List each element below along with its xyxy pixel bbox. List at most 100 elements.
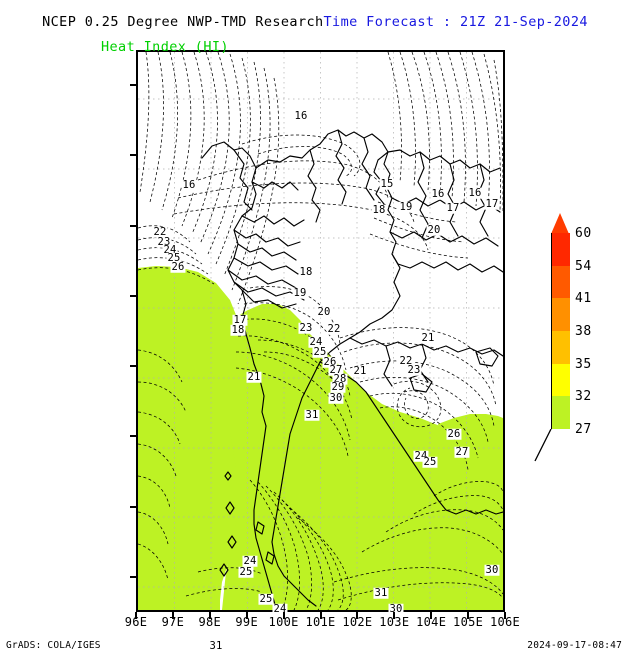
contour-label: 18 (230, 323, 246, 336)
map-vector-layer (138, 52, 503, 610)
contour-label: 17 (232, 313, 248, 326)
contour-label: 21 (246, 370, 262, 383)
contour-label: 27 (454, 445, 470, 458)
contour-label: 22 (398, 354, 414, 367)
colorbar-segment (551, 363, 570, 397)
contour-label: 17 (484, 197, 500, 210)
contour-label: 30 (328, 391, 344, 404)
map-gridlines (138, 52, 503, 610)
contour-label: 16 (293, 109, 309, 122)
contour-label: 31 (304, 408, 320, 421)
x-axis-tick (245, 612, 248, 619)
x-axis-label: 100E (268, 615, 299, 629)
contour-label: 31 (208, 639, 224, 652)
chart-subtitle: Heat Index (HI) (101, 39, 229, 55)
colorbar-arrow-bottom (534, 429, 552, 462)
title-forecast-time: Time Forecast : 21Z 21-Sep-2024 (323, 14, 588, 30)
contour-label: 20 (316, 305, 332, 318)
y-axis-tick (130, 294, 138, 297)
colorbar-segment (551, 265, 570, 299)
contour-label: 25 (422, 455, 438, 468)
contour-label: 26 (170, 260, 186, 273)
x-axis-tick (430, 612, 433, 619)
colorbar-arrow-top (551, 213, 569, 234)
x-axis-tick (504, 612, 506, 619)
map-plot-area[interactable] (136, 50, 505, 612)
title-model: NCEP 0.25 Degree NWP-TMD Research (42, 14, 324, 30)
contour-label: 15 (379, 177, 395, 190)
contour-label: 27 (328, 363, 344, 376)
x-axis-label: 101E (305, 615, 336, 629)
contour-label: 21 (352, 364, 368, 377)
x-axis-label: 104E (416, 615, 447, 629)
contour-label: 25 (238, 565, 254, 578)
contour-label: 23 (156, 235, 172, 248)
footer-timestamp: 2024-09-17-08:47 (527, 640, 622, 651)
x-axis-label: 106E (489, 615, 521, 629)
contour-label: 21 (420, 331, 436, 344)
contour-label: 29 (330, 380, 346, 393)
contour-label: 24 (272, 602, 288, 615)
contour-label: 19 (398, 200, 414, 213)
x-axis-label: 102E (342, 615, 373, 629)
colorbar-tick-label: 41 (575, 291, 592, 307)
x-axis-tick (393, 612, 396, 619)
footer-source: GrADS: COLA/IGES (6, 640, 101, 651)
colorbar-tick-label: 32 (575, 389, 592, 405)
y-axis-tick (130, 224, 138, 227)
x-axis-tick (282, 612, 285, 619)
y-axis-tick (130, 84, 138, 87)
contour-label: 20 (426, 223, 442, 236)
contour-label: 16 (181, 178, 197, 191)
y-axis-tick (130, 435, 138, 438)
x-axis-label: 98E (198, 615, 222, 629)
contour-label: 17 (445, 201, 461, 214)
contour-label: 22 (152, 225, 168, 238)
contour-label: 19 (292, 286, 308, 299)
heat-shaded-region (138, 266, 503, 610)
contour-label: 31 (373, 586, 389, 599)
contour-label: 18 (298, 265, 314, 278)
x-axis-tick (467, 612, 470, 619)
colorbar[interactable] (551, 233, 570, 429)
colorbar-segment (551, 233, 570, 266)
contour-label: 28 (332, 372, 348, 385)
contour-label: 24 (162, 243, 178, 256)
map-canvas (138, 52, 503, 610)
page-title: NCEP 0.25 Degree NWP-TMD ResearchTime Fo… (0, 14, 630, 34)
contour-label: 23 (406, 363, 422, 376)
x-axis-label: 105E (453, 615, 484, 629)
contour-label: 22 (326, 322, 342, 335)
contour-label: 24 (308, 335, 324, 348)
y-axis-tick (130, 365, 138, 368)
x-axis-tick (356, 612, 359, 619)
x-axis-label: 99E (235, 615, 258, 629)
colorbar-tick-label: 35 (575, 356, 592, 372)
contour-label: 16 (467, 186, 483, 199)
contour-label: 25 (166, 251, 182, 264)
x-axis-label: 97E (161, 615, 185, 629)
colorbar-tick-label: 54 (575, 258, 592, 274)
contour-label: 30 (484, 563, 500, 576)
contour-label: 24 (242, 554, 258, 567)
contour-label: 25 (258, 592, 274, 605)
contour-label: 16 (430, 187, 446, 200)
contour-label: 23 (298, 321, 314, 334)
x-axis-label: 103E (379, 615, 410, 629)
colorbar-tick-label: 27 (575, 422, 592, 437)
contour-label: 26 (322, 355, 338, 368)
x-axis-tick (135, 612, 137, 619)
contour-label: 25 (312, 345, 328, 358)
x-axis-tick (208, 612, 211, 619)
colorbar-segment (551, 298, 570, 331)
contour-label: 24 (413, 449, 429, 462)
contour-label: 26 (446, 427, 462, 440)
colorbar-tick-label: 38 (575, 324, 592, 339)
y-axis-tick (130, 575, 138, 578)
y-axis-tick (130, 505, 138, 508)
colorbar-segment (551, 396, 570, 429)
contour-lines (138, 52, 503, 610)
y-axis-tick (130, 154, 138, 157)
x-axis-label: 96E (124, 615, 148, 629)
colorbar-segment (551, 331, 570, 364)
